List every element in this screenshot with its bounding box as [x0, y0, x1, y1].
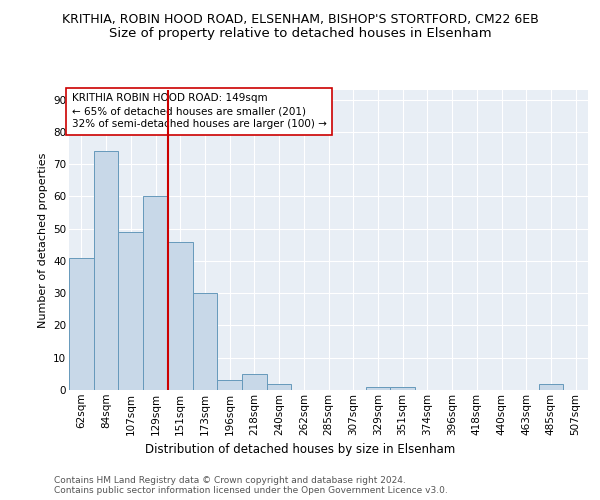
Bar	[365, 387, 390, 390]
Bar	[267, 384, 292, 390]
Text: Size of property relative to detached houses in Elsenham: Size of property relative to detached ho…	[109, 28, 491, 40]
Text: KRITHIA, ROBIN HOOD ROAD, ELSENHAM, BISHOP'S STORTFORD, CM22 6EB: KRITHIA, ROBIN HOOD ROAD, ELSENHAM, BISH…	[62, 12, 538, 26]
Bar	[94, 152, 118, 390]
Bar	[539, 384, 563, 390]
Bar	[118, 232, 143, 390]
Bar	[69, 258, 94, 390]
Bar	[168, 242, 193, 390]
Bar	[143, 196, 168, 390]
Y-axis label: Number of detached properties: Number of detached properties	[38, 152, 47, 328]
Bar	[193, 293, 217, 390]
Bar	[242, 374, 267, 390]
Bar	[390, 387, 415, 390]
Text: Contains HM Land Registry data © Crown copyright and database right 2024.
Contai: Contains HM Land Registry data © Crown c…	[54, 476, 448, 495]
Text: KRITHIA ROBIN HOOD ROAD: 149sqm
← 65% of detached houses are smaller (201)
32% o: KRITHIA ROBIN HOOD ROAD: 149sqm ← 65% of…	[71, 93, 326, 130]
Bar	[217, 380, 242, 390]
Text: Distribution of detached houses by size in Elsenham: Distribution of detached houses by size …	[145, 442, 455, 456]
